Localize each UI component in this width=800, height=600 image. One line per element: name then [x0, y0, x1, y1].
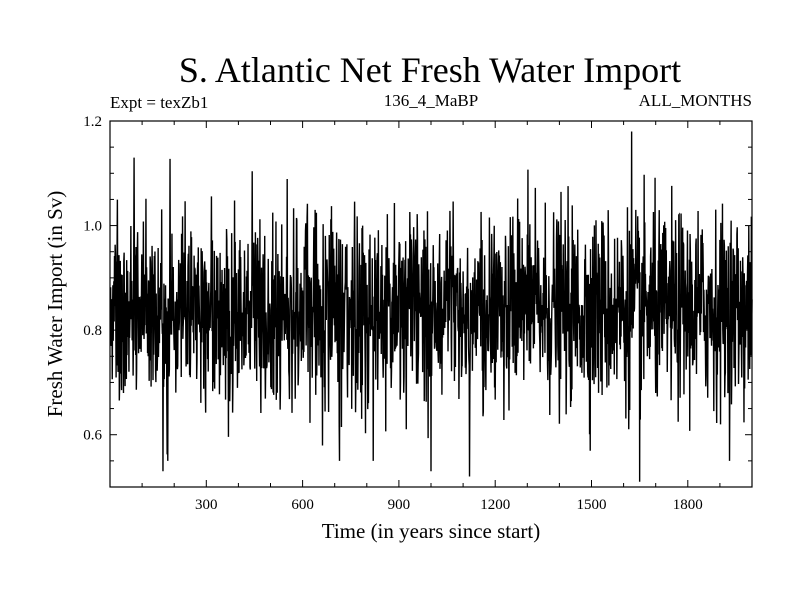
x-tick-label: 600	[291, 497, 314, 513]
months-label: ALL_MONTHS	[639, 91, 752, 110]
x-tick-label: 1200	[480, 497, 510, 513]
series-layer	[109, 131, 753, 482]
y-tick-label: 1.2	[83, 114, 102, 130]
x-axis-label: Time (in years since start)	[322, 519, 541, 543]
x-tick-label: 900	[388, 497, 411, 513]
series-line	[109, 131, 753, 482]
y-tick-label: 1.0	[83, 219, 102, 235]
plot-frame	[109, 120, 753, 488]
chart-title: S. Atlantic Net Fresh Water Import	[179, 50, 681, 90]
ticks-layer: 300 600 900 1200 1500 1800 0.6 0.8 1.0 1.2	[83, 114, 752, 513]
x-tick-label: 1500	[577, 497, 607, 513]
x-tick-label: 300	[195, 497, 218, 513]
y-tick-label: 0.6	[83, 428, 102, 444]
x-tick-label: 1800	[673, 497, 703, 513]
experiment-label: Expt = texZb1	[110, 93, 208, 112]
period-label: 136_4_MaBP	[384, 91, 478, 110]
y-axis-label: Fresh Water Import (in Sv)	[43, 191, 67, 418]
y-tick-label: 0.8	[83, 323, 102, 339]
